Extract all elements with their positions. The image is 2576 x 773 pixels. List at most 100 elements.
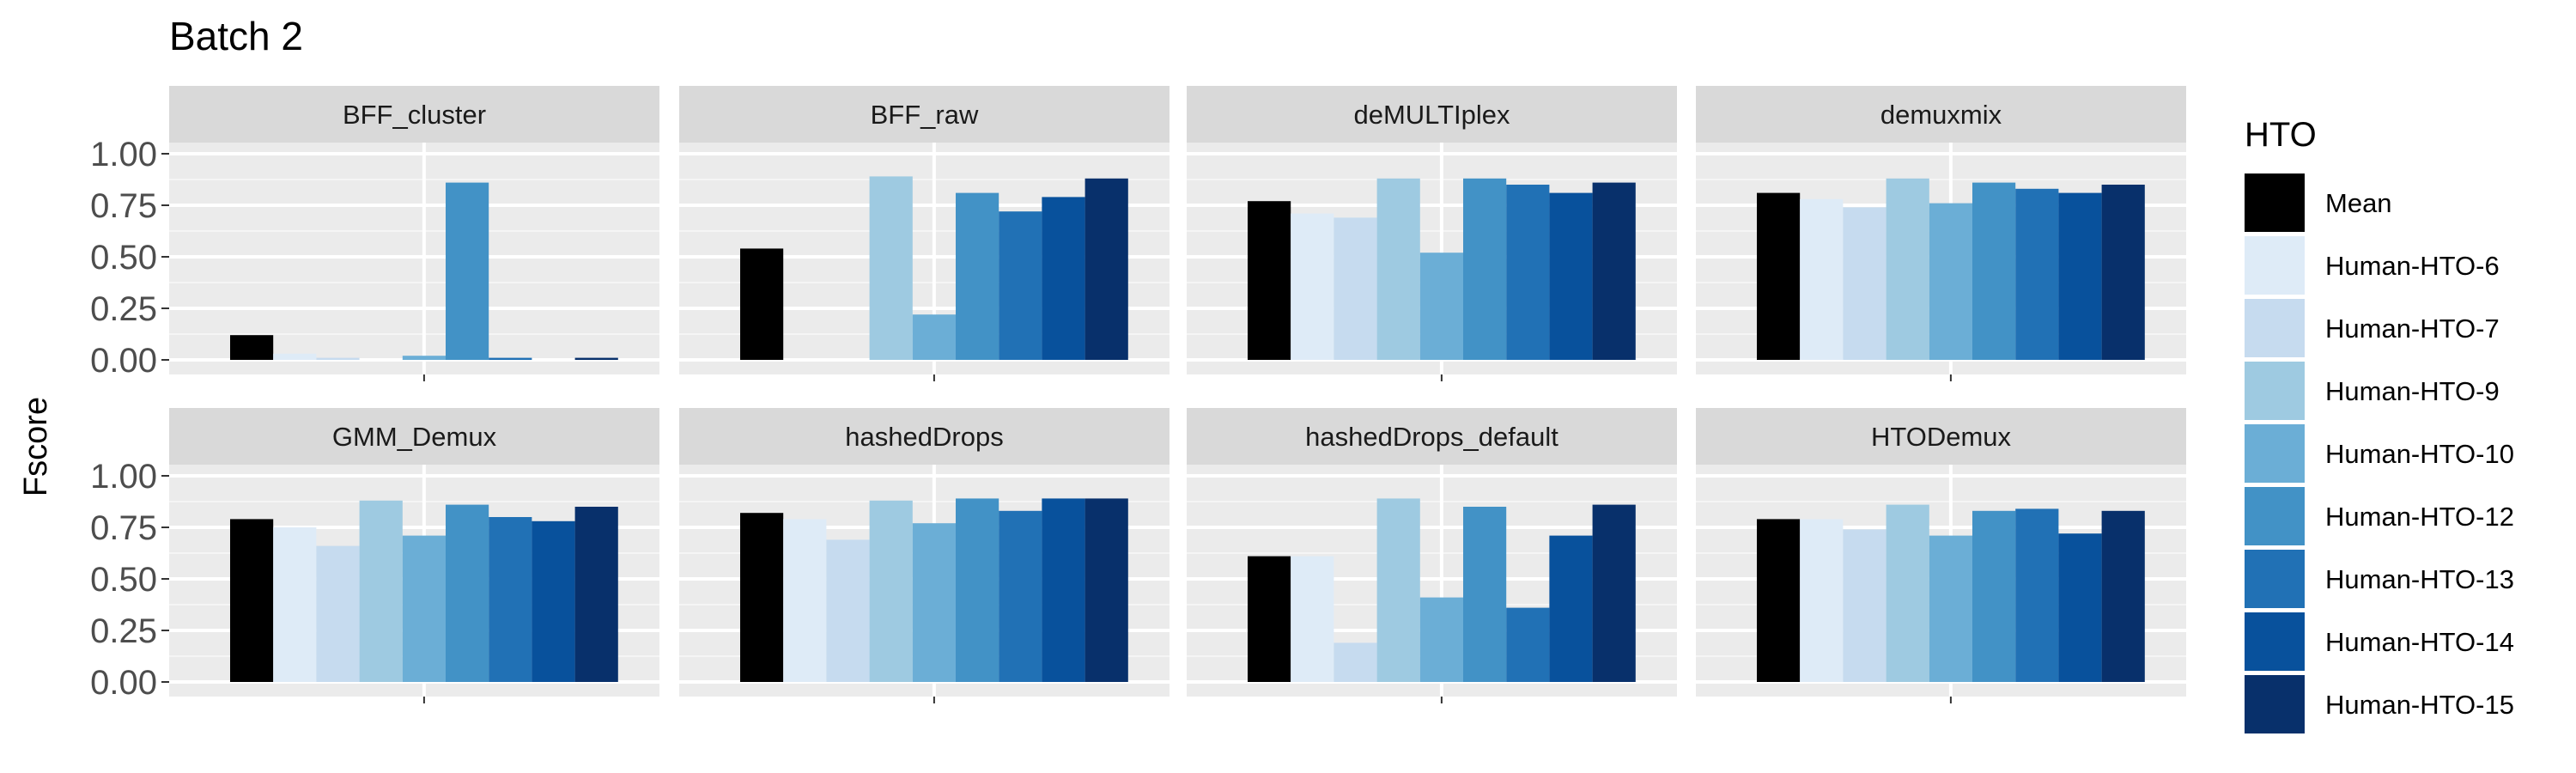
legend-key [2245, 675, 2305, 733]
bar-Mean [1248, 556, 1291, 682]
bar-Human-HTO-12 [956, 192, 999, 360]
bar-Human-HTO-6 [273, 353, 317, 360]
y-tick-label: 0.50 [90, 561, 157, 599]
facet-label: BFF_cluster [343, 100, 486, 130]
bar-Human-HTO-15 [1084, 498, 1128, 682]
bar-Human-HTO-9 [1376, 498, 1420, 682]
legend-title: HTO [2245, 116, 2317, 154]
bar-Human-HTO-15 [2101, 510, 2145, 682]
legend-item-Human-HTO-14: Human-HTO-14 [2245, 612, 2514, 671]
bar-Human-HTO-13 [1506, 607, 1550, 682]
bar-Human-HTO-12 [1463, 178, 1507, 360]
bar-Human-HTO-9 [1376, 178, 1420, 360]
bar-Human-HTO-7 [1334, 642, 1377, 682]
bar-Human-HTO-10 [402, 535, 446, 682]
legend-item-Human-HTO-6: Human-HTO-6 [2245, 236, 2500, 295]
facet-strip [1696, 408, 2186, 465]
bar-Human-HTO-9 [1886, 178, 1929, 360]
bar-Human-HTO-9 [359, 500, 403, 682]
facet-label: BFF_raw [871, 100, 979, 130]
bar-Human-HTO-10 [912, 523, 956, 682]
y-axis-label: Fscore [18, 397, 54, 496]
facet-label: hashedDrops [845, 422, 1003, 452]
y-tick-label: 1.00 [90, 458, 157, 496]
panel-demuxmix: demuxmix [1696, 86, 2186, 381]
bar-Human-HTO-10 [912, 314, 956, 360]
bar-Mean [1757, 192, 1801, 360]
bar-Human-HTO-12 [1972, 510, 2016, 682]
chart-title: Batch 2 [169, 14, 303, 58]
bar-Human-HTO-7 [316, 545, 360, 682]
bar-Human-HTO-10 [1929, 203, 1972, 360]
bar-Human-HTO-13 [2015, 188, 2059, 360]
legend-item-Human-HTO-15: Human-HTO-15 [2245, 675, 2514, 733]
y-tick-label: 0.75 [90, 187, 157, 225]
bar-Human-HTO-7 [826, 539, 870, 682]
bar-Human-HTO-6 [1291, 213, 1334, 360]
legend-label: Human-HTO-13 [2325, 564, 2514, 594]
y-tick-label: 0.25 [90, 612, 157, 650]
bar-Human-HTO-13 [999, 510, 1042, 682]
bar-Human-HTO-14 [1042, 197, 1085, 360]
bar-Mean [230, 335, 274, 360]
bar-Human-HTO-10 [402, 356, 446, 360]
facet-strip [169, 408, 659, 465]
bar-Human-HTO-7 [316, 357, 360, 360]
panel-hashedDrops_default: hashedDrops_default [1187, 408, 1677, 703]
facet-strip [679, 408, 1170, 465]
y-tick-label: 0.50 [90, 239, 157, 277]
legend-key [2245, 424, 2305, 483]
legend-key [2245, 236, 2305, 295]
legend-label: Human-HTO-6 [2325, 251, 2500, 281]
legend-key [2245, 362, 2305, 420]
bar-Human-HTO-10 [1419, 597, 1463, 682]
bar-Human-HTO-6 [1291, 556, 1334, 682]
legend-label: Human-HTO-9 [2325, 376, 2500, 406]
facet-strip [679, 86, 1170, 143]
panel-HTODemux: HTODemux [1696, 408, 2186, 703]
y-tick-label: 1.00 [90, 136, 157, 173]
legend-item-Human-HTO-7: Human-HTO-7 [2245, 299, 2500, 357]
facet-strip [1696, 86, 2186, 143]
panel-BFF_cluster: BFF_cluster 0.00 0.25 0.50 0.75 1.00 [90, 86, 659, 381]
facet-label: HTODemux [1871, 422, 2012, 452]
bar-Human-HTO-14 [1549, 192, 1593, 360]
bar-Human-HTO-14 [532, 520, 575, 682]
bar-Human-HTO-9 [869, 176, 913, 360]
facet-strip [1187, 86, 1677, 143]
bar-Human-HTO-14 [2058, 533, 2102, 682]
bar-Human-HTO-15 [1084, 178, 1128, 360]
bar-Mean [1757, 519, 1801, 682]
bar-Human-HTO-15 [1592, 504, 1636, 682]
facet-label: demuxmix [1880, 100, 2002, 130]
bar-Human-HTO-13 [489, 517, 532, 682]
legend-label: Human-HTO-15 [2325, 690, 2514, 720]
bar-Human-HTO-9 [869, 500, 913, 682]
legend-label: Human-HTO-7 [2325, 313, 2500, 344]
legend: HTO Mean Human-HTO-6 Human-HTO-7 Human-HTO-… [2245, 116, 2514, 733]
facet-label: deMULTIplex [1353, 100, 1510, 130]
bar-Human-HTO-6 [273, 527, 317, 682]
bar-Human-HTO-7 [1843, 207, 1886, 360]
facet-strip [169, 86, 659, 143]
bar-Human-HTO-15 [574, 507, 618, 682]
legend-label: Human-HTO-10 [2325, 439, 2514, 469]
bar-Human-HTO-6 [1800, 198, 1844, 360]
bar-Human-HTO-14 [2058, 192, 2102, 360]
y-tick-label: 0.00 [90, 664, 157, 702]
panel-deMULTIplex: deMULTIplex [1187, 86, 1677, 381]
facet-label: hashedDrops_default [1305, 422, 1558, 452]
bar-Human-HTO-10 [1419, 253, 1463, 360]
y-tick-label: 0.25 [90, 290, 157, 328]
y-tick-label: 0.75 [90, 509, 157, 547]
bar-Human-HTO-12 [446, 182, 489, 360]
legend-item-Human-HTO-10: Human-HTO-10 [2245, 424, 2514, 483]
legend-label: Human-HTO-14 [2325, 627, 2514, 657]
legend-item-Human-HTO-12: Human-HTO-12 [2245, 487, 2514, 545]
bar-Human-HTO-12 [1463, 507, 1507, 682]
legend-key [2245, 487, 2305, 545]
legend-key [2245, 173, 2305, 232]
bar-Mean [230, 519, 274, 682]
bar-Human-HTO-13 [999, 211, 1042, 360]
facet-strip [1187, 408, 1677, 465]
